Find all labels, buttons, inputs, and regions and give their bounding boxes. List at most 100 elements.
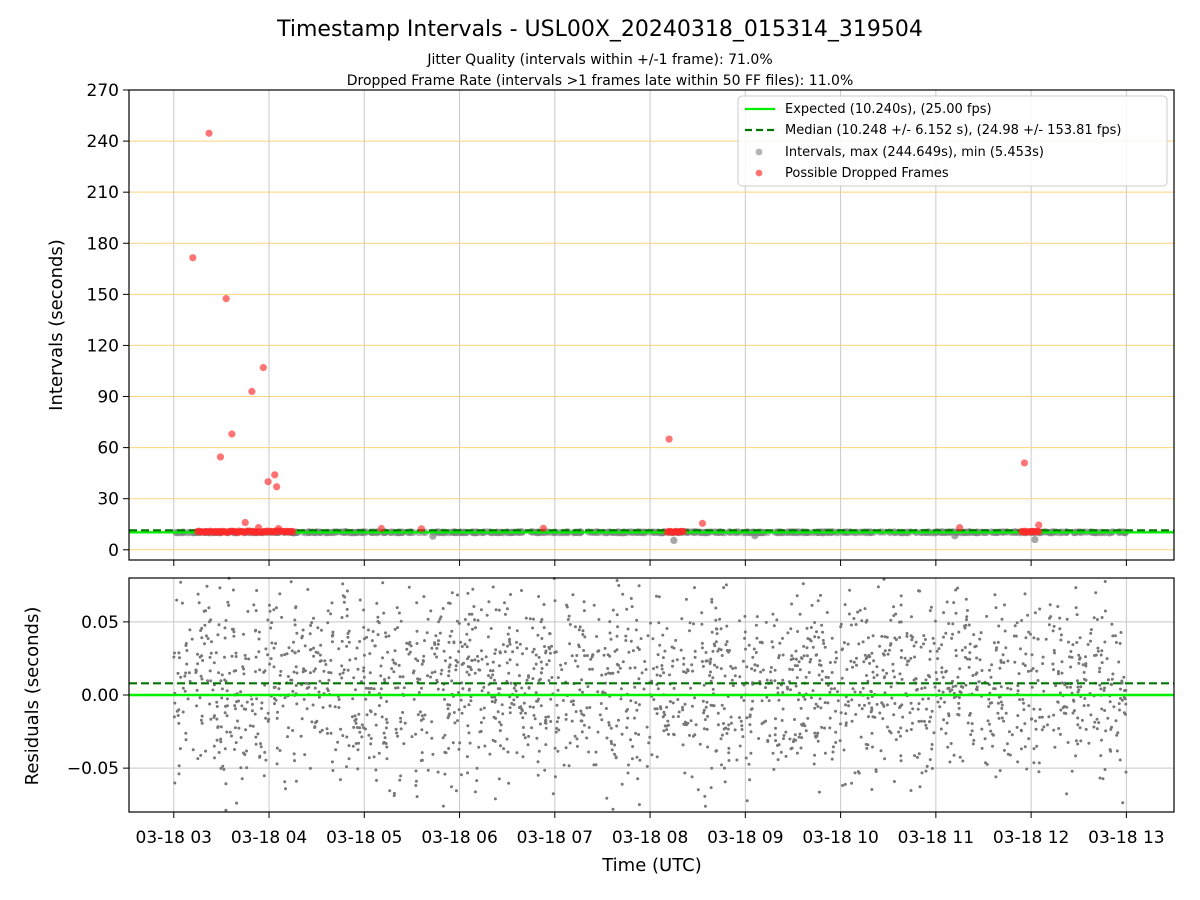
residual-point bbox=[200, 677, 204, 681]
residual-point bbox=[769, 679, 773, 683]
residual-point bbox=[318, 679, 322, 683]
residual-point bbox=[364, 697, 368, 701]
residual-point bbox=[434, 634, 438, 638]
residual-point bbox=[720, 763, 723, 767]
residual-point bbox=[196, 592, 200, 596]
residual-point bbox=[278, 673, 282, 677]
residual-point bbox=[274, 698, 278, 702]
residual-point bbox=[634, 701, 638, 705]
residual-point bbox=[251, 724, 255, 728]
residual-point bbox=[234, 651, 238, 655]
residual-point bbox=[781, 707, 785, 711]
residual-point bbox=[475, 779, 479, 783]
residual-point bbox=[635, 708, 639, 712]
residual-point bbox=[384, 726, 388, 730]
residual-point bbox=[531, 705, 535, 709]
residual-point bbox=[473, 618, 476, 622]
residual-point bbox=[458, 741, 462, 745]
residual-point bbox=[531, 626, 535, 630]
residual-point bbox=[369, 686, 373, 690]
residual-point bbox=[754, 651, 758, 654]
residual-point bbox=[1053, 651, 1056, 655]
residual-point bbox=[671, 715, 675, 719]
residual-point bbox=[208, 702, 212, 706]
residual-point bbox=[478, 668, 482, 672]
residual-point bbox=[179, 675, 183, 679]
residual-point bbox=[477, 745, 481, 749]
intervals-y-tick-label: 210 bbox=[87, 183, 119, 203]
residual-point bbox=[311, 703, 315, 707]
residual-point bbox=[857, 642, 861, 646]
residual-point bbox=[437, 639, 440, 643]
residual-point bbox=[971, 674, 975, 677]
residual-point bbox=[543, 768, 547, 772]
residual-point bbox=[946, 745, 950, 749]
residual-point bbox=[412, 697, 416, 701]
residual-point bbox=[720, 733, 724, 737]
residual-point bbox=[597, 618, 601, 621]
residual-point bbox=[849, 623, 853, 627]
residual-point bbox=[915, 755, 919, 759]
residual-point bbox=[733, 728, 737, 732]
residual-point bbox=[668, 700, 672, 703]
residual-point bbox=[283, 696, 287, 700]
residual-point bbox=[1114, 641, 1118, 644]
residual-point bbox=[624, 639, 628, 642]
residual-point bbox=[1019, 647, 1022, 651]
residual-point bbox=[844, 703, 848, 707]
residual-point bbox=[825, 611, 829, 614]
residual-point bbox=[1066, 741, 1070, 744]
residual-point bbox=[985, 614, 989, 618]
residual-point bbox=[677, 710, 681, 714]
residual-point bbox=[362, 669, 365, 673]
residual-point bbox=[881, 717, 885, 721]
residual-point bbox=[805, 626, 809, 630]
residual-point bbox=[606, 653, 610, 657]
residuals-y-tick-label: 0.00 bbox=[81, 686, 119, 706]
residual-point bbox=[627, 763, 630, 767]
residual-point bbox=[766, 740, 770, 743]
residual-point bbox=[199, 629, 203, 632]
residual-point bbox=[206, 679, 210, 683]
residual-point bbox=[196, 662, 200, 666]
residual-point bbox=[527, 686, 531, 690]
residual-point bbox=[784, 730, 788, 734]
residual-point bbox=[512, 686, 516, 690]
residual-point bbox=[313, 667, 317, 671]
residual-point bbox=[491, 673, 495, 677]
residual-point bbox=[1072, 699, 1076, 703]
residual-point bbox=[450, 591, 454, 595]
residual-point bbox=[638, 758, 642, 762]
residual-point bbox=[831, 745, 835, 749]
residual-point bbox=[649, 621, 652, 625]
residual-point bbox=[970, 729, 974, 733]
residual-point bbox=[1076, 742, 1080, 746]
residual-point bbox=[989, 675, 993, 679]
dropped-frame-point bbox=[698, 519, 707, 527]
residual-point bbox=[950, 688, 954, 692]
residual-point bbox=[1124, 702, 1128, 706]
residual-point bbox=[814, 734, 817, 738]
residual-point bbox=[603, 646, 607, 650]
residual-point bbox=[217, 751, 221, 754]
residual-point bbox=[283, 653, 287, 657]
residual-point bbox=[304, 681, 308, 685]
residual-point bbox=[187, 671, 191, 675]
residual-point bbox=[360, 723, 364, 727]
residual-point bbox=[582, 609, 586, 613]
residual-point bbox=[505, 607, 509, 611]
residual-point bbox=[365, 713, 369, 717]
residual-point bbox=[750, 707, 754, 711]
residual-point bbox=[819, 663, 823, 667]
residual-point bbox=[379, 664, 383, 668]
dropped-frame-point bbox=[665, 435, 673, 443]
residual-point bbox=[1024, 652, 1028, 656]
residual-point bbox=[457, 650, 461, 653]
residual-point bbox=[800, 657, 804, 660]
residual-point bbox=[262, 774, 266, 778]
residual-point bbox=[788, 667, 792, 671]
residual-point bbox=[532, 617, 535, 621]
residual-point bbox=[352, 676, 356, 680]
residual-point bbox=[889, 731, 893, 735]
residual-point bbox=[866, 636, 870, 640]
